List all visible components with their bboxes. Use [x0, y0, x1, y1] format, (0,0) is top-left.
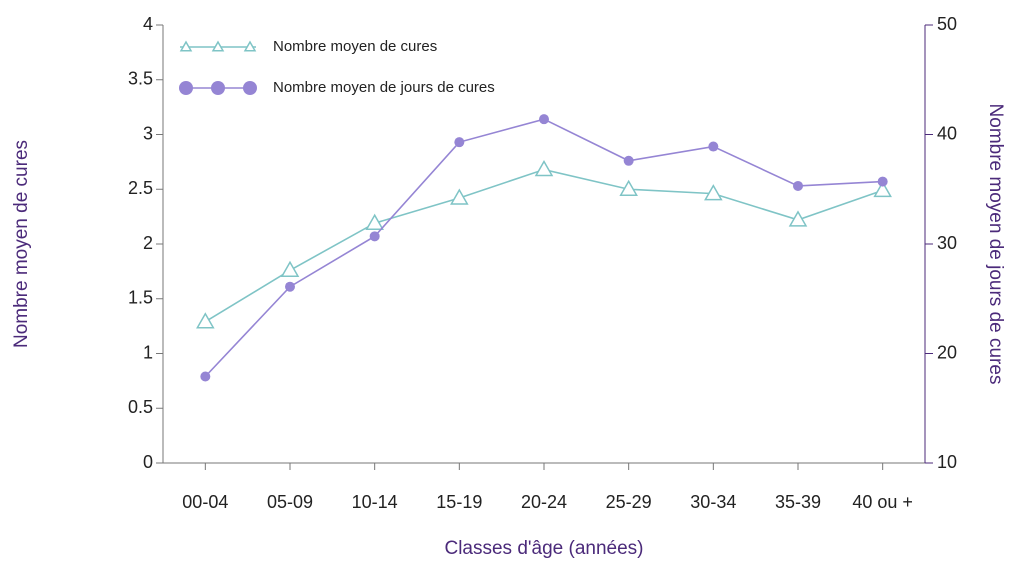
x-tick-label: 30-34: [690, 492, 736, 512]
line: [204, 118, 883, 378]
legend-marker: [243, 81, 257, 95]
x-tick-label: 25-29: [606, 492, 652, 512]
y-tick-label: 3: [143, 123, 153, 143]
marker: [539, 114, 549, 125]
x-tick-label: 35-39: [775, 492, 821, 512]
marker: [285, 281, 295, 292]
x-tick-label: 10-14: [352, 492, 398, 512]
marker: [534, 160, 554, 177]
y-axis-title: Nombre moyen de cures: [11, 140, 32, 348]
marker: [200, 371, 211, 382]
y2-tick-label: 40: [937, 123, 957, 143]
marker: [450, 188, 469, 205]
y-tick-label: 0.5: [128, 397, 153, 417]
y-tick-label: 3.5: [128, 69, 153, 89]
y2-tick-label: 20: [937, 342, 957, 362]
x-tick-label: 15-19: [436, 492, 482, 512]
y-tick-label: 1.5: [128, 288, 153, 308]
legend-marker: [243, 40, 257, 52]
marker: [708, 141, 719, 152]
marker: [877, 176, 888, 187]
marker: [788, 210, 808, 227]
marker: [793, 180, 803, 191]
y-tick-label: 2.5: [128, 178, 153, 198]
y-tick-label: 1: [143, 342, 153, 362]
line: [204, 168, 883, 323]
legend-marker: [211, 40, 225, 52]
x-tick-label: 40 ou +: [852, 492, 913, 512]
y-tick-label: 2: [143, 233, 153, 253]
y2-axis-title: Nombre moyen de jours de cures: [985, 104, 1006, 385]
x-tick-label: 05-09: [267, 492, 313, 512]
x-tick-label: 00-04: [182, 492, 228, 512]
y2-tick-label: 30: [937, 233, 957, 253]
marker: [704, 184, 723, 201]
y2-tick-label: 50: [937, 14, 957, 34]
marker: [619, 179, 638, 196]
x-tick-label: 20-24: [521, 492, 567, 512]
legend-label: Nombre moyen de cures: [273, 38, 437, 55]
marker: [365, 213, 384, 230]
legend-marker: [211, 81, 225, 95]
x-axis-title: Classes d'âge (années): [444, 538, 643, 559]
marker: [454, 137, 465, 148]
marker: [623, 155, 634, 166]
legend-label: Nombre moyen de jours de cures: [273, 79, 495, 96]
legend-marker: [179, 81, 193, 95]
marker: [369, 231, 380, 242]
legend-marker: [179, 40, 193, 52]
y2-tick-label: 10: [937, 452, 957, 472]
y-tick-label: 0: [143, 452, 153, 472]
y-tick-label: 4: [143, 14, 153, 34]
marker: [873, 180, 892, 198]
marker: [280, 260, 300, 278]
marker: [196, 312, 215, 329]
